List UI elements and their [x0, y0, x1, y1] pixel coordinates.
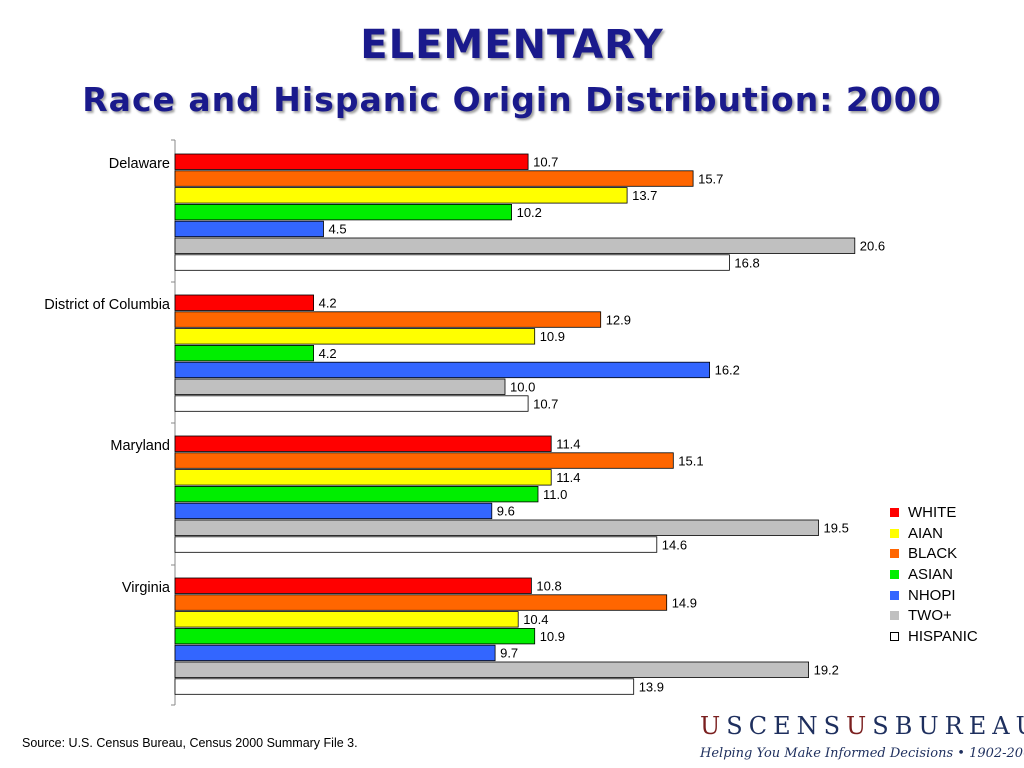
- category-label: District of Columbia: [44, 297, 171, 313]
- bar-hispanic: [174, 536, 658, 553]
- legend-label: ASIAN: [908, 565, 954, 583]
- logo-wordmark: USCENSUSBUREAU: [700, 712, 1024, 740]
- legend-swatch: [890, 549, 899, 559]
- bar-value-label: 10.8: [536, 579, 561, 594]
- bar-asian: [174, 344, 315, 362]
- bar-value-label: 15.7: [698, 171, 723, 186]
- legend-item: HISPANIC: [890, 626, 978, 647]
- legend-label: WHITE: [908, 503, 957, 521]
- legend-label: BLACK: [908, 545, 958, 563]
- bar-two-plus: [174, 661, 809, 678]
- legend-label: AIAN: [908, 524, 944, 542]
- bar-asian: [174, 203, 513, 221]
- bar-nhopi: [174, 361, 710, 379]
- bar-aian: [174, 187, 628, 204]
- bar-two-plus: [174, 519, 819, 536]
- bar-value-label: 16.8: [734, 255, 759, 270]
- legend-label: HISPANIC: [908, 627, 978, 645]
- bar-hispanic: [174, 254, 730, 271]
- bar-value-label: 10.9: [540, 329, 565, 344]
- bar-value-label: 10.9: [540, 629, 565, 644]
- bar-value-label: 10.7: [533, 396, 558, 411]
- source-note: Source: U.S. Census Bureau, Census 2000 …: [22, 736, 358, 750]
- category-label: Maryland: [110, 438, 170, 454]
- bar-two-plus: [174, 378, 506, 395]
- bar-value-label: 10.2: [517, 205, 542, 220]
- bar-value-label: 14.9: [672, 595, 697, 610]
- category-label: Delaware: [109, 156, 170, 172]
- logo-tagline: Helping You Make Informed Decisions • 19…: [700, 746, 1024, 761]
- legend-swatch: [890, 569, 899, 579]
- bar-value-label: 4.2: [319, 346, 337, 361]
- bar-value-label: 13.9: [639, 679, 664, 694]
- bar-white: [174, 153, 529, 170]
- bar-value-label: 4.5: [329, 222, 347, 237]
- legend-label: TWO+: [908, 607, 952, 625]
- legend-item: NHOPI: [890, 585, 978, 606]
- bar-white: [174, 435, 552, 452]
- legend-item: AIAN: [890, 523, 978, 544]
- bar-two-plus: [174, 237, 856, 254]
- bar-value-label: 11.0: [543, 487, 567, 502]
- census-bureau-logo: USCENSUSBUREAU Helping You Make Informed…: [700, 712, 1024, 761]
- bar-hispanic: [174, 395, 529, 412]
- bar-hispanic: [174, 678, 635, 695]
- bar-value-label: 11.4: [556, 437, 580, 452]
- bar-value-label: 9.7: [500, 646, 518, 661]
- legend-item: BLACK: [890, 543, 978, 564]
- bar-black: [174, 452, 674, 469]
- bar-aian: [174, 328, 536, 345]
- bar-white: [174, 294, 315, 311]
- bar-white: [174, 577, 532, 594]
- chart-legend: WHITE AIAN BLACK ASIAN NHOPI TWO+ HISPANIC: [890, 502, 978, 647]
- bar-value-label: 13.7: [632, 188, 657, 203]
- legend-swatch: [890, 528, 899, 538]
- chart-title: ELEMENTARY: [360, 22, 664, 68]
- legend-label: NHOPI: [908, 586, 956, 604]
- bar-value-label: 19.5: [824, 521, 849, 536]
- bar-value-label: 15.1: [678, 453, 703, 468]
- bar-value-label: 10.0: [510, 380, 535, 395]
- bar-black: [174, 594, 668, 611]
- bar-aian: [174, 469, 552, 486]
- legend-item: WHITE: [890, 502, 978, 523]
- chart-subtitle: Race and Hispanic Origin Distribution: 2…: [82, 80, 942, 119]
- category-label: Virginia: [122, 580, 171, 596]
- legend-item: TWO+: [890, 605, 978, 626]
- bar-nhopi: [174, 220, 324, 238]
- bar-asian: [174, 628, 536, 645]
- bar-nhopi: [174, 502, 493, 520]
- bar-value-label: 16.2: [715, 363, 740, 378]
- legend-swatch: [890, 590, 899, 600]
- legend-swatch: [890, 631, 899, 641]
- bar-aian: [174, 611, 519, 628]
- bar-nhopi: [174, 644, 496, 662]
- bar-black: [174, 170, 694, 187]
- bar-value-label: 12.9: [606, 312, 631, 327]
- bar-value-label: 9.6: [497, 504, 515, 519]
- bar-value-label: 10.7: [533, 155, 558, 170]
- bar-value-label: 10.4: [523, 612, 548, 627]
- legend-item: ASIAN: [890, 564, 978, 585]
- bar-value-label: 14.6: [662, 537, 687, 552]
- bar-value-label: 19.2: [814, 663, 839, 678]
- bar-value-label: 4.2: [319, 296, 337, 311]
- bar-black: [174, 311, 602, 328]
- bar-value-label: 20.6: [860, 239, 885, 254]
- bar-asian: [174, 485, 539, 503]
- legend-swatch: [890, 507, 899, 517]
- bar-value-label: 11.4: [556, 470, 580, 485]
- legend-swatch: [890, 611, 899, 621]
